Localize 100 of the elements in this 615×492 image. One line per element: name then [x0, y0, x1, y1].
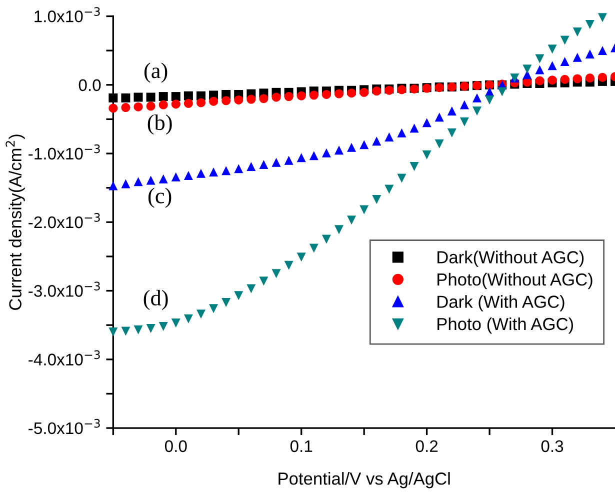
point	[222, 298, 231, 307]
point	[334, 146, 344, 155]
point	[272, 269, 281, 278]
point	[108, 327, 118, 336]
point	[158, 100, 168, 110]
y-tick-label: -1.0x10$^{−3}$	[28, 144, 100, 160]
point	[372, 136, 382, 146]
point	[222, 96, 231, 106]
point	[334, 89, 344, 98]
point	[572, 52, 582, 62]
point	[585, 20, 594, 29]
point	[434, 139, 444, 148]
point	[196, 310, 206, 319]
point	[272, 92, 281, 102]
point	[146, 324, 156, 334]
x-tick-label: 0.1	[290, 440, 312, 452]
point	[171, 92, 180, 102]
point	[598, 72, 607, 82]
point	[498, 87, 507, 96]
point	[372, 86, 382, 96]
point	[121, 103, 130, 112]
legend-label: Dark (With AGC)	[438, 295, 564, 312]
point	[158, 92, 168, 102]
point	[598, 13, 607, 22]
point	[460, 117, 469, 126]
point	[108, 93, 118, 102]
point	[322, 148, 331, 158]
point	[171, 318, 180, 328]
point	[397, 128, 406, 138]
point	[296, 91, 306, 100]
point	[535, 54, 544, 64]
point	[134, 102, 143, 112]
point	[360, 140, 369, 150]
point	[447, 106, 456, 116]
annotation: (c)	[148, 188, 172, 208]
x-tick-label: 0.3	[541, 440, 564, 452]
point	[347, 88, 356, 98]
point	[360, 205, 369, 214]
point	[334, 225, 344, 234]
point	[585, 49, 594, 58]
x-tick-label: 0.0	[164, 440, 187, 452]
point	[209, 96, 218, 106]
point	[246, 284, 256, 294]
point	[171, 100, 180, 109]
y-tick-label: -3.0x10$^{−3}$	[28, 282, 100, 297]
point	[259, 94, 268, 104]
point	[309, 90, 318, 100]
point	[108, 181, 118, 190]
point	[259, 160, 268, 169]
point	[259, 276, 268, 286]
point	[548, 44, 557, 54]
point	[322, 234, 331, 244]
point	[146, 102, 156, 111]
point	[347, 142, 356, 152]
point	[146, 176, 156, 185]
point	[296, 252, 306, 262]
point	[309, 151, 318, 160]
y-tick-label: 0.0	[78, 79, 101, 92]
point	[246, 162, 256, 172]
point	[196, 98, 206, 108]
point	[108, 104, 118, 113]
y-tick-label: -5.0x10$^{−3}$	[28, 418, 100, 434]
legend-label: Photo(Without AGC)	[438, 272, 592, 290]
point	[485, 95, 494, 104]
point	[397, 174, 406, 183]
point	[284, 92, 294, 102]
y-tick-label: -4.0x10$^{−3}$	[28, 350, 100, 366]
point	[222, 166, 231, 176]
point	[572, 28, 582, 37]
point	[548, 61, 557, 70]
point	[134, 325, 143, 334]
point	[422, 118, 432, 128]
point	[460, 100, 469, 110]
annotation: (a)	[144, 62, 168, 83]
x-axis-title: Potential/V vs Ag/AgCl	[278, 472, 450, 488]
point	[184, 170, 193, 180]
point	[246, 94, 256, 104]
y-axis-title: Current density(A/cm$^{2}$)	[6, 134, 25, 310]
point	[234, 291, 244, 300]
point	[296, 153, 306, 162]
point	[184, 314, 193, 324]
point	[522, 64, 532, 74]
annotation: (b)	[148, 114, 172, 135]
point	[309, 244, 318, 253]
point	[447, 128, 456, 138]
point	[360, 88, 369, 97]
point	[196, 168, 206, 178]
point	[146, 92, 156, 102]
point	[284, 156, 294, 165]
point	[134, 92, 143, 102]
y-tick-label: 1.0x10$^{−3}$	[34, 7, 100, 22]
point	[347, 216, 356, 225]
point	[572, 74, 582, 84]
point	[158, 174, 168, 184]
point	[434, 112, 444, 122]
point	[184, 91, 193, 100]
point	[121, 326, 130, 336]
point	[410, 124, 419, 133]
point	[322, 90, 331, 99]
point	[372, 194, 382, 204]
